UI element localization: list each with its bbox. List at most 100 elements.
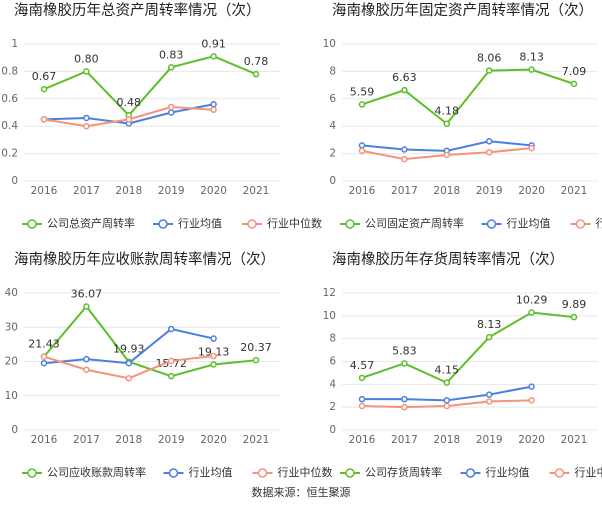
x-tick-label: 2016 — [349, 185, 376, 197]
legend-label: 公司存货周转率 — [365, 465, 442, 479]
point — [443, 397, 451, 404]
y-tick-label: 0 — [329, 175, 336, 187]
x-tick-label: 2020 — [200, 434, 227, 446]
x-tick-label: 2019 — [158, 434, 185, 446]
point — [528, 383, 535, 390]
point — [528, 144, 535, 152]
data-label: 8.06 — [477, 52, 502, 65]
legend-label: 行业均值 — [178, 217, 222, 230]
point — [443, 120, 451, 127]
point — [83, 303, 90, 310]
point — [443, 402, 451, 410]
point — [125, 375, 133, 382]
data-label: 8.13 — [477, 318, 502, 331]
point — [401, 86, 408, 94]
point — [167, 109, 175, 116]
point — [125, 116, 133, 123]
point — [528, 66, 535, 73]
data-label: 5.59 — [350, 85, 375, 98]
data-label: 6.63 — [392, 71, 417, 84]
x-tick-label: 2017 — [73, 185, 100, 197]
legend-label: 行业中位数 — [575, 465, 602, 479]
x-tick-label: 2016 — [31, 434, 58, 446]
point — [485, 333, 493, 341]
legend-marker — [345, 219, 355, 229]
point — [167, 64, 175, 71]
y-tick-label: 0.8 — [1, 65, 18, 77]
point — [252, 356, 260, 364]
legend-label: 行业中位数 — [596, 216, 602, 230]
legend-marker — [486, 219, 497, 229]
legend-marker — [257, 468, 268, 478]
x-tick-label: 2020 — [200, 185, 227, 197]
point — [528, 309, 535, 316]
y-tick-label: 8 — [329, 333, 336, 345]
point — [485, 148, 493, 156]
series-line — [361, 311, 575, 384]
y-tick-label: 10 — [323, 310, 336, 322]
point — [83, 114, 90, 122]
legend-marker — [168, 468, 179, 478]
y-tick-label: 0.4 — [1, 120, 18, 132]
x-tick-label: 2021 — [243, 185, 270, 197]
point — [40, 353, 48, 360]
data-label: 8.13 — [519, 51, 544, 64]
y-tick-label: 30 — [5, 321, 18, 333]
y-tick-label: 0 — [11, 175, 18, 187]
point — [401, 403, 408, 411]
legend-label: 公司总资产周转率 — [47, 216, 135, 230]
x-tick-label: 2020 — [518, 434, 545, 446]
point — [358, 395, 366, 403]
y-tick-label: 6 — [329, 93, 336, 105]
y-tick-label: 0 — [11, 424, 18, 436]
data-label: 4.18 — [435, 105, 460, 118]
chart-title: 海南橡胶历年固定资产周转率情况（次） — [332, 2, 593, 19]
data-label: 20.37 — [240, 341, 272, 354]
y-tick-label: 10 — [323, 38, 336, 50]
x-tick-label: 2017 — [391, 185, 418, 197]
point — [167, 372, 175, 380]
y-tick-label: 2 — [329, 401, 336, 413]
data-label: 0.67 — [32, 70, 57, 83]
point — [167, 325, 175, 333]
point — [83, 68, 90, 75]
legend-label: 行业均值 — [189, 466, 233, 479]
y-tick-label: 40 — [5, 287, 18, 299]
x-tick-label: 2018 — [115, 434, 142, 446]
x-tick-label: 2018 — [433, 434, 460, 446]
data-label: 0.83 — [159, 48, 184, 61]
point — [485, 67, 493, 74]
x-tick-label: 2019 — [476, 434, 503, 446]
point — [401, 395, 408, 403]
point — [210, 53, 217, 60]
point — [210, 352, 217, 360]
data-label: 4.57 — [350, 359, 375, 372]
point — [210, 361, 217, 368]
point — [358, 374, 366, 382]
chart-title: 海南橡胶历年应收账款周转率情况（次） — [14, 250, 275, 268]
point — [528, 397, 535, 404]
data-label: 0.48 — [117, 96, 142, 109]
series-line — [361, 68, 575, 126]
x-tick-label: 2016 — [349, 434, 376, 446]
x-tick-label: 2019 — [158, 185, 185, 197]
chart-title: 海南橡胶历年存货周转率情况（次） — [332, 251, 564, 268]
data-label: 19.93 — [113, 343, 145, 356]
data-label: 4.15 — [435, 364, 460, 377]
point — [40, 85, 48, 93]
x-tick-label: 2021 — [243, 434, 270, 446]
x-tick-label: 2020 — [518, 185, 545, 197]
point — [401, 360, 408, 367]
point — [485, 391, 493, 398]
legend-label: 行业均值 — [507, 217, 551, 230]
legend-marker — [247, 219, 257, 229]
data-label: 7.09 — [562, 65, 587, 78]
x-tick-label: 2016 — [31, 185, 58, 197]
data-label: 0.80 — [74, 52, 99, 65]
point — [252, 70, 260, 78]
chart-title: 海南橡胶历年总资产周转率情况（次） — [14, 2, 261, 19]
point — [358, 101, 366, 108]
point — [485, 398, 493, 405]
legend-marker — [465, 468, 476, 478]
